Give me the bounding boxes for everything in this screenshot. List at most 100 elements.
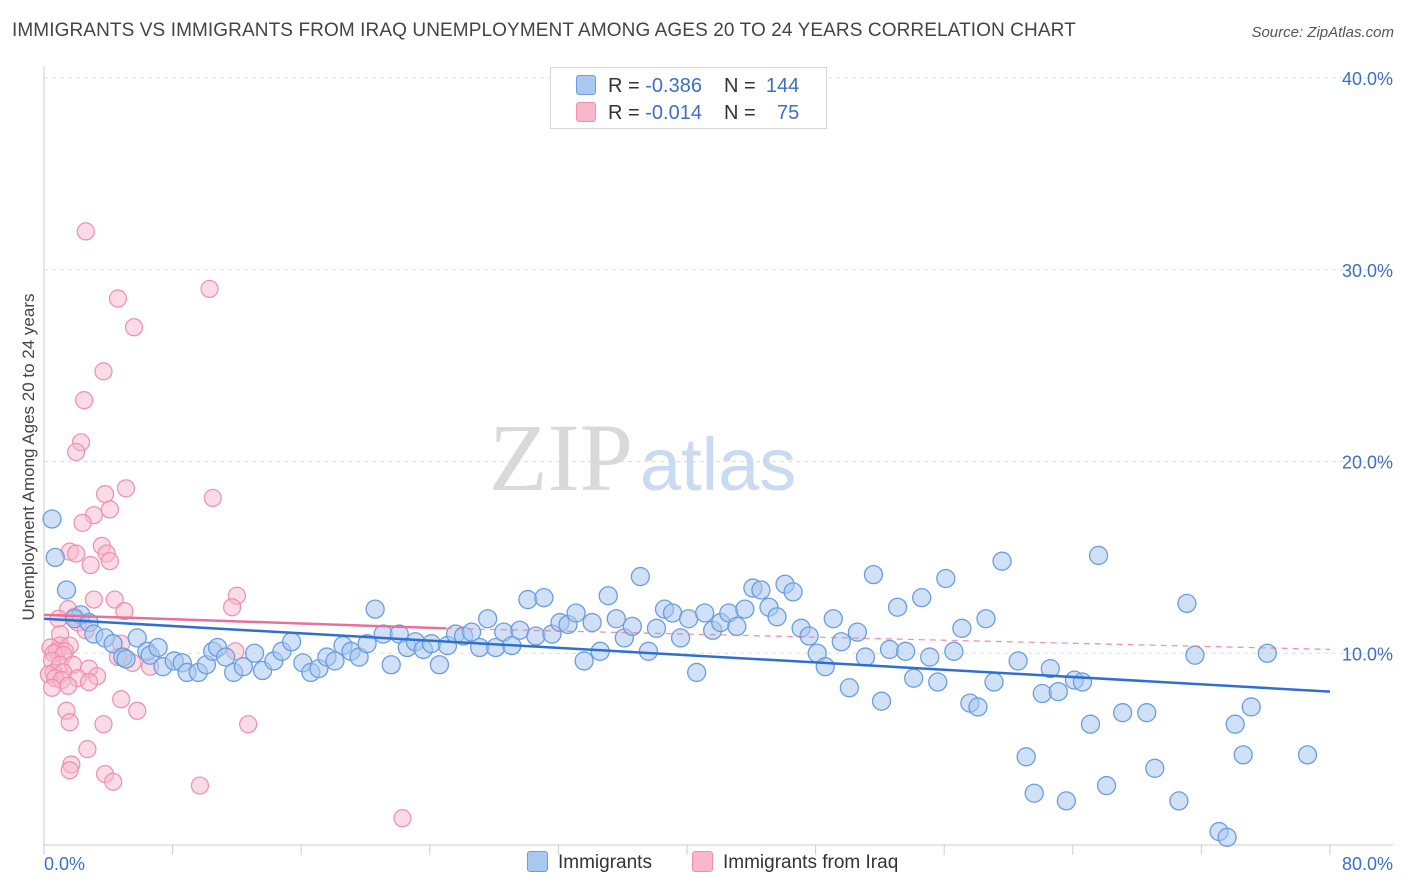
immigrants-point-108	[912, 587, 932, 608]
immigrants-point-72	[622, 616, 642, 637]
immigrants-point-118	[992, 551, 1012, 571]
correlation-legend: R = -0.386 N = 144 R = -0.014 N = 75	[550, 67, 827, 129]
immigrants-point-117	[984, 672, 1004, 692]
immigrants-point-113	[952, 618, 972, 638]
immigrants-point-2	[56, 580, 77, 600]
immigrants-point-97	[823, 609, 843, 629]
immigrants-point-61	[534, 587, 554, 608]
immigrants-point-136	[1185, 645, 1205, 665]
legend-n-value: 144	[765, 75, 800, 97]
immigrants-point-77	[662, 603, 683, 623]
immigrants-point-86	[735, 599, 755, 619]
legend-n-value: 75	[776, 102, 800, 124]
immigrants-point-122	[1032, 683, 1052, 704]
iraq-point-69	[393, 809, 412, 828]
immigrants-point-9	[127, 628, 147, 648]
immigrants-point-96	[815, 657, 835, 677]
iraq-point-60	[60, 713, 79, 732]
immigrants-point-116	[976, 609, 996, 629]
immigrants-point-14	[148, 637, 168, 658]
immigrants-point-81	[695, 603, 715, 623]
iraq-point-3	[124, 318, 144, 337]
y-tick-label-1: 20.0%	[1342, 453, 1393, 473]
immigrants-point-69	[598, 586, 618, 606]
immigrants-point-48	[429, 655, 450, 675]
bottom-legend-iraq: Immigrants from Iraq	[692, 851, 898, 874]
iraq-trend-line	[43, 613, 446, 630]
immigrants-point-130	[1096, 775, 1117, 796]
y-tick-labels: 10.0% 20.0% 30.0% 40.0%	[1342, 69, 1393, 664]
iraq-point-57	[112, 690, 131, 709]
iraq-point-65	[60, 761, 79, 780]
legend-row-iraq: R = -0.014 N = 75	[576, 102, 799, 125]
iraq-points	[39, 222, 412, 828]
immigrants-point-60	[526, 626, 546, 646]
immigrants-point-30	[281, 632, 302, 652]
immigrants-point-12	[116, 649, 136, 669]
immigrants-point-52	[461, 622, 482, 642]
immigrants-point-70	[606, 609, 626, 629]
immigrants-point-66	[574, 651, 594, 671]
legend-row-immigrants: R = -0.386 N = 144	[576, 75, 799, 98]
immigrants-point-67	[582, 612, 602, 633]
axes	[43, 66, 1393, 855]
immigrants-points	[42, 509, 1318, 847]
immigrants-point-42	[381, 655, 401, 675]
legend-n-label: N =	[723, 75, 762, 97]
immigrants-point-140	[1233, 745, 1253, 765]
iraq-point-54	[79, 672, 99, 692]
immigrants-point-123	[1040, 658, 1060, 679]
immigrants-point-101	[855, 647, 876, 667]
immigrants-point-133	[1145, 758, 1165, 778]
immigrants-point-85	[727, 616, 747, 637]
immigrants-point-80	[686, 662, 707, 683]
immigrants-point-41	[373, 624, 393, 644]
legend-swatch-immigrants	[576, 75, 596, 95]
immigrants-point-98	[831, 632, 851, 652]
immigrants-point-39	[357, 634, 377, 654]
iraq-point-7	[67, 442, 86, 462]
iraq-point-9	[95, 484, 115, 504]
immigrants-point-125	[1056, 791, 1077, 811]
iraq-point-19	[81, 555, 100, 575]
immigrants-point-35	[325, 651, 345, 671]
immigrants-point-47	[421, 634, 442, 654]
immigrants-point-131	[1112, 703, 1133, 723]
immigrants-point-110	[928, 672, 948, 692]
immigrants-point-78	[670, 628, 691, 648]
immigrants-point-105	[887, 597, 908, 617]
immigrants-point-54	[478, 609, 498, 629]
iraq-point-25	[222, 598, 242, 617]
source-label: Source: ZipAtlas.com	[1251, 24, 1394, 41]
y-tick-label-3: 40.0%	[1342, 69, 1393, 89]
immigrants-point-129	[1088, 545, 1109, 566]
iraq-point-2	[200, 279, 219, 299]
trend-lines	[43, 613, 1331, 693]
immigrants-point-25	[233, 657, 253, 677]
iraq-point-1	[108, 289, 128, 308]
iraq-trend-line-extended	[445, 627, 1331, 651]
immigrants-point-92	[783, 582, 803, 602]
immigrants-point-74	[638, 641, 659, 661]
legend-n-label: N =	[723, 102, 762, 124]
iraq-point-8	[116, 479, 136, 498]
bottom-legend-immigrants: Immigrants	[527, 851, 652, 874]
iraq-point-67	[104, 772, 123, 791]
x-tick-max: 80.0%	[1342, 854, 1393, 874]
watermark-atlas: atlas	[640, 423, 796, 506]
watermark: ZIP atlas	[489, 404, 796, 511]
immigrants-point-112	[944, 641, 964, 661]
immigrants-point-79	[678, 609, 699, 629]
iraq-point-63	[78, 740, 97, 759]
immigrants-point-138	[1217, 827, 1237, 847]
grid-lines	[44, 77, 1393, 654]
iraq-point-62	[239, 715, 258, 734]
immigrants-point-106	[895, 641, 916, 661]
iraq-point-21	[84, 590, 103, 609]
x-tick-min: 0.0%	[44, 854, 85, 874]
iraq-point-5	[75, 391, 94, 410]
immigrants-point-26	[244, 643, 265, 663]
immigrants-point-99	[839, 678, 860, 698]
immigrants-point-127	[1072, 672, 1093, 692]
immigrants-point-0	[42, 509, 62, 529]
